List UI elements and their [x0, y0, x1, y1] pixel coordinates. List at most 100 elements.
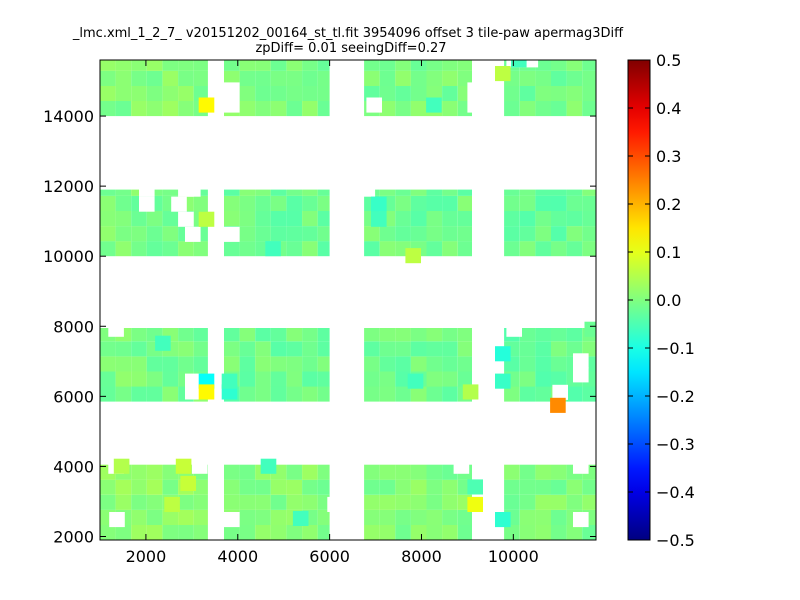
- heatmap-cell: [504, 386, 520, 402]
- heatmap-cell: [131, 509, 147, 525]
- heatmap-cell: [379, 189, 396, 196]
- colorbar-tick-label: −0.5: [656, 531, 695, 550]
- heatmap-cell: [100, 524, 116, 540]
- missing-cell: [488, 496, 504, 512]
- heatmap-cell: [100, 189, 116, 196]
- heatmap-cell: [582, 70, 596, 86]
- heatmap-cell: [115, 524, 132, 540]
- heatmap-cell: [100, 85, 116, 101]
- heatmap-cell: [193, 195, 208, 211]
- heatmap-cell: [270, 189, 287, 196]
- heatmap-cell: [286, 494, 303, 510]
- heatmap-cell: [442, 509, 458, 525]
- heatmap-cell-outlier: [292, 510, 309, 526]
- heatmap-cell: [286, 464, 303, 480]
- heatmap-cell: [364, 479, 380, 495]
- heatmap-cell: [410, 341, 427, 357]
- heatmap-cell: [286, 371, 303, 387]
- heatmap-cell: [379, 524, 396, 540]
- chart-subtitle: zpDiff= 0.01 seeingDiff=0.27: [255, 41, 446, 56]
- heatmap-cell: [302, 524, 318, 540]
- heatmap-cell: [551, 226, 567, 242]
- heatmap-cell: [410, 479, 427, 495]
- heatmap-cell: [302, 70, 318, 86]
- heatmap-cell: [178, 85, 194, 101]
- heatmap-cell: [302, 464, 318, 480]
- heatmap-cell: [317, 211, 330, 227]
- heatmap-cell: [131, 211, 147, 227]
- heatmap-cell: [162, 241, 179, 257]
- colorbar-tick-label: 0.2: [656, 195, 681, 214]
- heatmap-cell: [379, 101, 396, 117]
- heatmap-cell: [457, 328, 472, 342]
- heatmap-cell: [566, 524, 583, 540]
- x-tick-label: 10000: [488, 547, 539, 566]
- heatmap-cell: [535, 386, 551, 402]
- heatmap-cell: [270, 211, 287, 227]
- heatmap-cell: [146, 386, 163, 402]
- heatmap-cell: [535, 70, 551, 86]
- heatmap-cell: [286, 211, 303, 227]
- heatmap-cell: [519, 85, 536, 101]
- colorbar-tick-label: −0.3: [656, 435, 695, 454]
- heatmap-cell: [224, 70, 240, 86]
- heatmap-cell: [442, 195, 458, 211]
- missing-cell: [506, 321, 522, 337]
- missing-cell: [366, 97, 382, 113]
- heatmap-cell-outlier: [495, 373, 511, 389]
- heatmap-cell: [100, 494, 116, 510]
- heatmap-cell: [270, 70, 287, 86]
- heatmap-cell: [395, 509, 411, 525]
- heatmap-cell: [582, 479, 596, 495]
- heatmap-cell: [255, 85, 271, 101]
- missing-cell: [109, 512, 125, 528]
- heatmap-cell: [162, 371, 179, 387]
- heatmap-cell: [193, 524, 208, 540]
- heatmap-cell: [270, 226, 287, 242]
- heatmap-cell: [442, 189, 458, 196]
- heatmap-cell: [426, 341, 443, 357]
- heatmap-cell: [317, 241, 330, 257]
- heatmap-cell: [519, 195, 536, 211]
- missing-cell: [139, 181, 155, 197]
- heatmap-cell-outlier: [164, 496, 180, 512]
- heatmap-cell: [395, 101, 411, 117]
- heatmap-cell: [504, 464, 520, 480]
- missing-cell: [224, 226, 240, 242]
- heatmap-cell: [426, 356, 443, 372]
- missing-cell: [139, 196, 155, 212]
- colorbar-tick-label: −0.4: [656, 483, 695, 502]
- heatmap-cell: [239, 328, 256, 342]
- heatmap-cell: [239, 341, 256, 357]
- heatmap-cell: [582, 189, 596, 196]
- heatmap-cell: [364, 60, 380, 71]
- heatmap-cell: [317, 524, 330, 540]
- heatmap-cell: [519, 211, 536, 227]
- heatmap-cell: [535, 101, 551, 117]
- heatmap-cell: [286, 386, 303, 402]
- heatmap-cell: [317, 85, 330, 101]
- heatmap-cell: [317, 195, 330, 211]
- heatmap-cell: [193, 85, 208, 101]
- heatmap-cell: [178, 494, 194, 510]
- heatmap-cell: [442, 211, 458, 227]
- heatmap-cell: [535, 341, 551, 357]
- heatmap-cell: [286, 524, 303, 540]
- heatmap-cell-outlier: [371, 211, 387, 227]
- heatmap-cell: [535, 464, 551, 480]
- heatmap-cell-outlier: [584, 321, 596, 337]
- y-tick-label: 10000: [43, 247, 94, 266]
- heatmap-cell-outlier: [495, 66, 511, 82]
- heatmap-cell: [255, 371, 271, 387]
- missing-cell: [178, 211, 194, 227]
- chart-title: _lmc.xml_1_2_7_ v20151202_00164_st_tl.fi…: [72, 26, 624, 41]
- heatmap-cell-outlier: [260, 458, 277, 474]
- heatmap-cell: [551, 85, 567, 101]
- heatmap-cell: [395, 356, 411, 372]
- heatmap-cell: [270, 341, 287, 357]
- heatmap-cell: [146, 85, 163, 101]
- heatmap-cell: [131, 241, 147, 257]
- heatmap-cell: [270, 509, 287, 525]
- heatmap-cell: [426, 524, 443, 540]
- heatmap-cell: [239, 85, 256, 101]
